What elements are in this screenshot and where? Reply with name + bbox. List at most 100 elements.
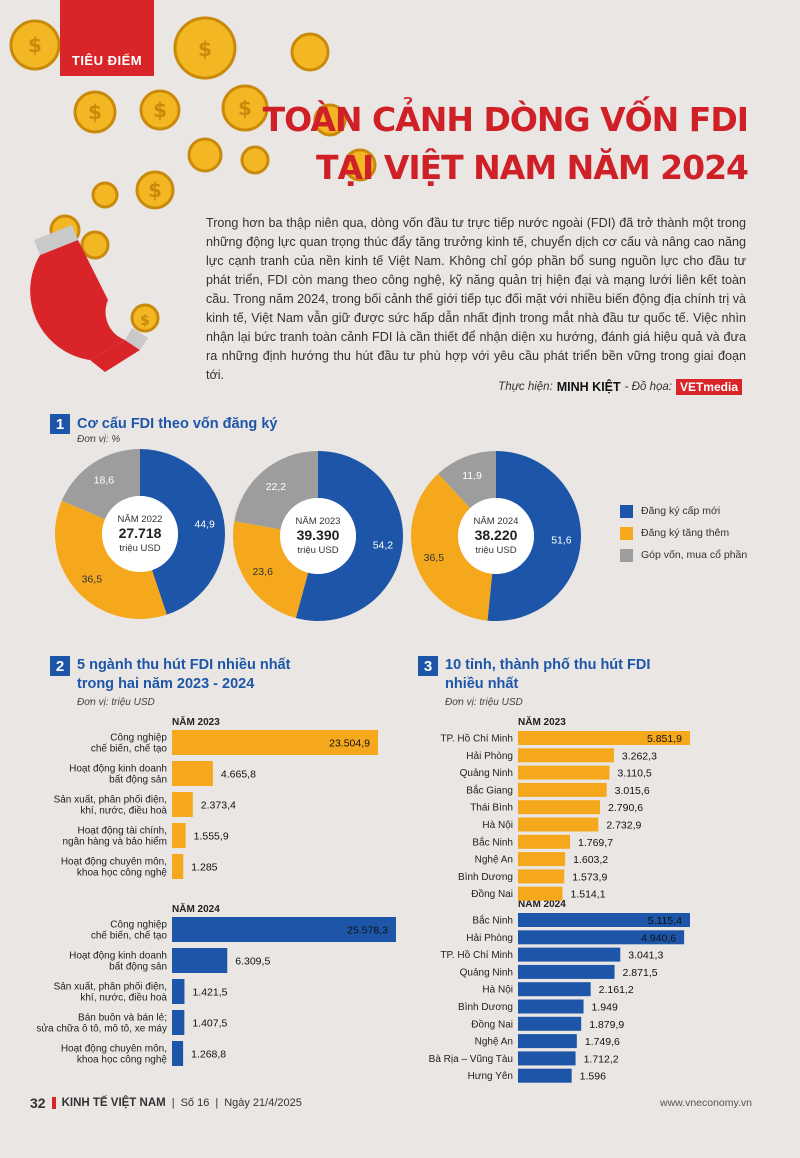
bar-category-label: Bán buôn và bán lẻ; bbox=[78, 1013, 167, 1024]
bar bbox=[518, 913, 690, 927]
bar-value-label: 2.871,5 bbox=[623, 967, 658, 979]
website: www.vneconomy.vn bbox=[659, 1097, 752, 1109]
bar-category-label: Nghệ An bbox=[475, 855, 513, 866]
bar bbox=[518, 782, 607, 797]
bar bbox=[518, 982, 591, 997]
svg-text:$: $ bbox=[153, 98, 167, 122]
bar-category-label: Bắc Ninh bbox=[472, 835, 513, 848]
magnet-icon bbox=[30, 225, 148, 372]
section2-title-line2: trong hai năm 2023 - 2024 bbox=[77, 676, 255, 692]
bar-category-label: Quảng Ninh bbox=[460, 967, 513, 978]
bar-category-label: Hưng Yên bbox=[468, 1071, 513, 1082]
bar-value-label: 1.407,5 bbox=[192, 1018, 227, 1030]
svg-text:$: $ bbox=[88, 100, 102, 124]
bar-value-label: 4.940,6 bbox=[641, 932, 676, 944]
bar-category-label: TP. Hồ Chí Minh bbox=[440, 949, 513, 961]
issue-date: Ngày 21/4/2025 bbox=[224, 1097, 302, 1109]
bar-value-label: 1.596 bbox=[580, 1071, 606, 1083]
bar-value-label: 5.115,4 bbox=[648, 915, 682, 927]
bar bbox=[172, 854, 184, 879]
magazine-name: KINH TẾ VIỆT NAM bbox=[61, 1097, 166, 1109]
bar-value-label: 3.015,6 bbox=[615, 785, 650, 797]
bar bbox=[518, 800, 601, 815]
bar-value-label: 1.879,9 bbox=[589, 1019, 624, 1031]
pie-total-unit: triệu USD bbox=[297, 545, 338, 556]
bar-value-label: 5.851,9 bbox=[647, 733, 682, 745]
section3-year-2023: NĂM 2023 bbox=[518, 717, 566, 728]
bar bbox=[518, 947, 621, 962]
section1-title: Cơ cấu FDI theo vốn đăng ký bbox=[77, 416, 278, 432]
pie-year-label: NĂM 2023 bbox=[296, 516, 341, 527]
svg-text:$: $ bbox=[148, 178, 162, 202]
credit-mid: - Đồ họa: bbox=[624, 381, 672, 393]
bar bbox=[518, 731, 690, 745]
pie-slice bbox=[61, 449, 141, 520]
legend-label: Góp vốn, mua cổ phần bbox=[641, 549, 748, 561]
bar-category-label: Bình Dương bbox=[458, 1002, 513, 1013]
svg-text:$: $ bbox=[28, 33, 42, 57]
bar-category-label: sửa chữa ô tô, mô tô, xe máy bbox=[36, 1023, 167, 1035]
section2-title-line1: 5 ngành thu hút FDI nhiều nhất bbox=[77, 657, 291, 673]
bar-category-label: Sản xuất, phân phối điện, bbox=[54, 794, 167, 806]
bar-value-label: 2.161,2 bbox=[599, 984, 634, 996]
page-number: 32 bbox=[30, 1095, 46, 1111]
intro-paragraph: Trong hơn ba thập niên qua, dòng vốn đầu… bbox=[206, 216, 746, 382]
pie-slice-label: 11,9 bbox=[462, 470, 482, 482]
pie-year-label: NĂM 2024 bbox=[474, 516, 519, 527]
section2-year-2024: NĂM 2024 bbox=[172, 904, 220, 915]
bar-category-label: Nghệ An bbox=[475, 1037, 513, 1048]
bar-category-label: Công nghiệp bbox=[110, 733, 167, 744]
bar bbox=[518, 1016, 582, 1031]
pie-total-unit: triệu USD bbox=[119, 543, 160, 554]
pie-slice-label: 44,9 bbox=[194, 519, 215, 531]
bar-category-label: khoa học công nghệ bbox=[77, 868, 168, 879]
bar-category-label: bất động sản bbox=[109, 774, 167, 786]
bar-category-label: Hoạt động chuyên môn, bbox=[61, 1044, 167, 1055]
bar-category-label: Hải Phòng bbox=[466, 751, 513, 762]
footer-divider bbox=[51, 1097, 56, 1109]
bar-value-label: 1.514,1 bbox=[571, 889, 606, 901]
bar-category-label: chế biến, chế tạo bbox=[91, 930, 168, 942]
bar bbox=[518, 1034, 577, 1049]
section3-title-line1: 10 tỉnh, thành phố thu hút FDI bbox=[445, 657, 651, 673]
svg-text:$: $ bbox=[198, 37, 212, 61]
legend-swatch bbox=[620, 504, 633, 518]
pie-slice bbox=[487, 451, 582, 621]
pie-total: 27.718 bbox=[119, 525, 162, 541]
bar bbox=[518, 817, 599, 832]
pie-center bbox=[102, 496, 178, 572]
section1-number: 1 bbox=[50, 414, 70, 434]
section3-number: 3 bbox=[418, 656, 438, 676]
bar-value-label: 1.769,7 bbox=[578, 837, 613, 849]
pie-slice bbox=[411, 473, 493, 621]
pie-slice-label: 54,2 bbox=[373, 540, 394, 552]
bar bbox=[518, 964, 615, 979]
issue-number: Số 16 bbox=[180, 1097, 210, 1109]
bar-value-label: 1.268,8 bbox=[191, 1049, 226, 1061]
coins-magnet-illustration: $ $ $ $ $ $ $ bbox=[9, 16, 377, 372]
bar bbox=[518, 1051, 576, 1066]
pie-slice-label: 36,5 bbox=[82, 573, 103, 585]
bar-value-label: 1.285 bbox=[191, 862, 217, 874]
bar-category-label: Hoạt động kinh doanh bbox=[69, 951, 167, 962]
bar-value-label: 1.949 bbox=[592, 1002, 618, 1014]
bar-value-label: 3.262,3 bbox=[622, 750, 657, 762]
legend-item: Đăng ký tăng thêm bbox=[620, 522, 747, 544]
bar bbox=[518, 1068, 572, 1083]
legend-swatch bbox=[620, 526, 633, 540]
bar bbox=[518, 930, 685, 945]
bar-category-label: khí, nước, điều hoà bbox=[80, 992, 167, 1004]
section3-year-2024: NĂM 2024 bbox=[518, 899, 566, 910]
bar-category-label: Sản xuất, phân phối điện, bbox=[54, 981, 167, 993]
bar-value-label: 2.790,6 bbox=[608, 802, 643, 814]
bar-category-label: Bắc Giang bbox=[466, 783, 513, 796]
bar-category-label: Hoạt động chuyên môn, bbox=[61, 857, 167, 868]
bar-category-label: khoa học công nghệ bbox=[77, 1055, 168, 1066]
legend-item: Góp vốn, mua cổ phần bbox=[620, 544, 747, 566]
svg-text:$: $ bbox=[140, 313, 150, 329]
bar-category-label: Đồng Nai bbox=[471, 1018, 513, 1030]
pie-slice bbox=[232, 521, 309, 619]
pie-total: 38.220 bbox=[475, 527, 518, 543]
